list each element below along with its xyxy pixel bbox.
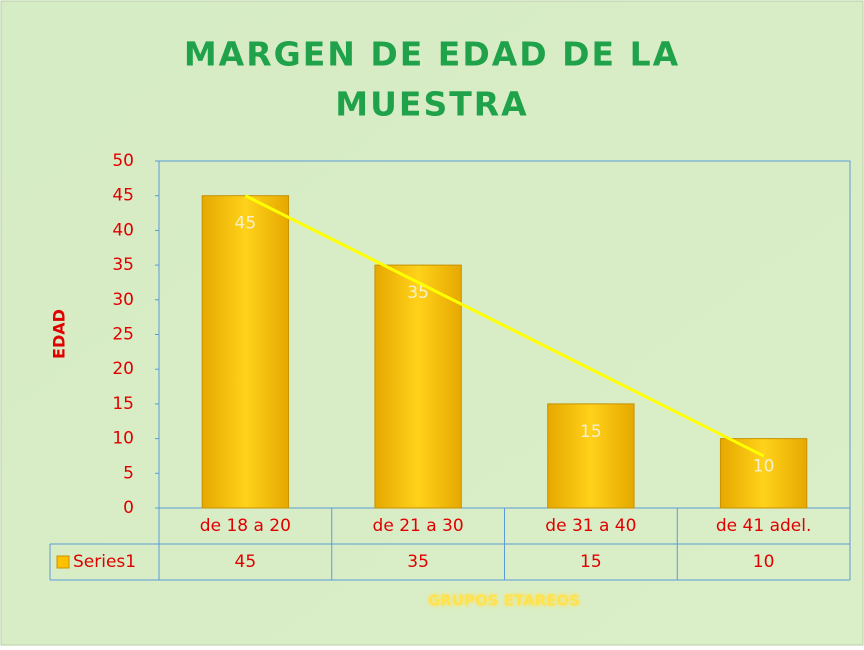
y-tick-label: 15 [112,394,134,414]
table-value: 10 [753,552,775,572]
bar [374,264,462,509]
y-tick-label: 30 [112,290,134,310]
table-value: 35 [407,552,429,572]
y-axis-label: EDAD [50,309,69,359]
x-tick-label: de 31 a 40 [545,516,636,536]
data-label: 45 [235,214,257,234]
y-tick-label: 45 [112,186,134,206]
y-tick-label: 50 [112,151,134,171]
legend-swatch [56,555,70,569]
x-tick-label: de 18 a 20 [200,516,291,536]
data-label: 10 [753,457,775,477]
y-tick-label: 40 [112,220,134,240]
bar [719,438,808,509]
table-value: 45 [235,552,257,572]
x-tick-label: de 41 adel. [716,516,811,536]
y-tick-label: 5 [123,463,134,483]
y-tick-label: 25 [112,325,134,345]
legend-label: Series1 [73,552,136,572]
data-label: 15 [580,422,602,442]
y-tick-label: 10 [112,429,134,449]
y-tick-label: 0 [123,498,134,518]
y-tick-label: 35 [112,255,134,275]
x-tick-label: de 21 a 30 [373,516,464,536]
trendline [244,194,765,458]
chart-title: MARGEN DE EDAD DE LA [184,35,680,74]
data-label: 35 [407,283,429,303]
bar [201,195,290,509]
x-axis-label: GRUPOS ETAREOS [428,592,580,610]
table-value: 15 [580,552,602,572]
bar [547,403,635,509]
y-tick-label: 20 [112,359,134,379]
chart-title: MUESTRA [335,85,528,124]
